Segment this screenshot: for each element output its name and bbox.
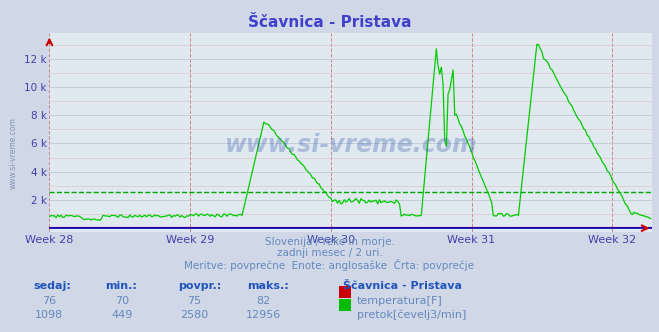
Text: 82: 82 (256, 296, 271, 306)
Text: www.si-vreme.com: www.si-vreme.com (225, 133, 477, 157)
Text: Ščavnica - Pristava: Ščavnica - Pristava (343, 281, 462, 290)
Text: 75: 75 (187, 296, 202, 306)
Text: www.si-vreme.com: www.si-vreme.com (9, 117, 18, 189)
Text: Slovenija / reke in morje.: Slovenija / reke in morje. (264, 237, 395, 247)
Text: pretok[čevelj3/min]: pretok[čevelj3/min] (357, 310, 466, 320)
Text: temperatura[F]: temperatura[F] (357, 296, 442, 306)
Text: Ščavnica - Pristava: Ščavnica - Pristava (248, 15, 411, 30)
Text: 1098: 1098 (36, 310, 63, 320)
Text: povpr.:: povpr.: (178, 281, 221, 290)
Text: 70: 70 (115, 296, 129, 306)
Text: 76: 76 (42, 296, 57, 306)
Text: Meritve: povprečne  Enote: anglosaške  Črta: povprečje: Meritve: povprečne Enote: anglosaške Črt… (185, 259, 474, 271)
Text: zadnji mesec / 2 uri.: zadnji mesec / 2 uri. (277, 248, 382, 258)
Text: sedaj:: sedaj: (33, 281, 71, 290)
Text: 2580: 2580 (181, 310, 208, 320)
Text: min.:: min.: (105, 281, 137, 290)
Text: 449: 449 (111, 310, 132, 320)
Text: maks.:: maks.: (247, 281, 289, 290)
Text: 12956: 12956 (246, 310, 281, 320)
